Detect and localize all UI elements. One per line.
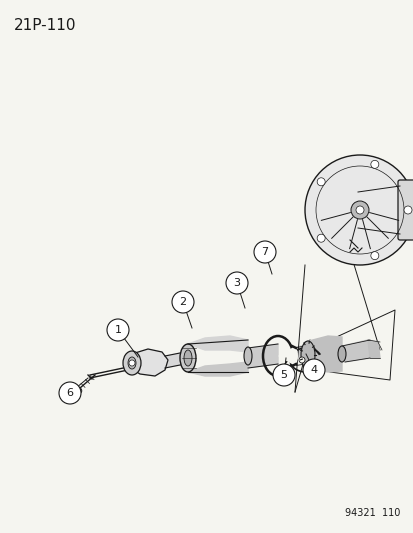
Polygon shape — [188, 336, 247, 352]
Polygon shape — [367, 340, 379, 358]
Ellipse shape — [74, 387, 82, 393]
Text: 7: 7 — [261, 247, 268, 257]
Circle shape — [272, 364, 294, 386]
Circle shape — [304, 155, 413, 265]
Ellipse shape — [337, 346, 345, 362]
Circle shape — [225, 272, 247, 294]
Circle shape — [171, 291, 194, 313]
Circle shape — [302, 359, 324, 381]
Circle shape — [370, 252, 378, 260]
Text: 4: 4 — [310, 365, 317, 375]
Wedge shape — [277, 346, 297, 366]
Text: 2: 2 — [179, 297, 186, 307]
Circle shape — [129, 360, 135, 366]
Circle shape — [59, 382, 81, 404]
Circle shape — [298, 357, 304, 363]
Polygon shape — [130, 349, 168, 376]
Ellipse shape — [123, 351, 141, 375]
Text: 3: 3 — [233, 278, 240, 288]
Polygon shape — [188, 362, 247, 376]
Ellipse shape — [243, 347, 252, 365]
Polygon shape — [292, 344, 317, 366]
Circle shape — [355, 206, 363, 214]
Text: 5: 5 — [280, 370, 287, 380]
Circle shape — [254, 241, 275, 263]
Text: 1: 1 — [114, 325, 121, 335]
Circle shape — [350, 201, 368, 219]
Ellipse shape — [128, 357, 136, 369]
Ellipse shape — [300, 341, 314, 369]
Circle shape — [316, 234, 324, 242]
Polygon shape — [165, 352, 185, 368]
Polygon shape — [247, 344, 277, 368]
Ellipse shape — [183, 350, 192, 366]
Circle shape — [316, 178, 324, 186]
Text: 21P-110: 21P-110 — [14, 18, 76, 33]
Circle shape — [370, 160, 378, 168]
Circle shape — [403, 206, 411, 214]
Ellipse shape — [180, 344, 195, 372]
Text: 6: 6 — [66, 388, 74, 398]
Polygon shape — [304, 336, 341, 372]
Text: 94321  110: 94321 110 — [344, 508, 399, 518]
Circle shape — [276, 366, 284, 374]
Polygon shape — [341, 340, 369, 362]
Circle shape — [107, 319, 129, 341]
FancyBboxPatch shape — [397, 180, 413, 240]
Polygon shape — [357, 186, 399, 234]
